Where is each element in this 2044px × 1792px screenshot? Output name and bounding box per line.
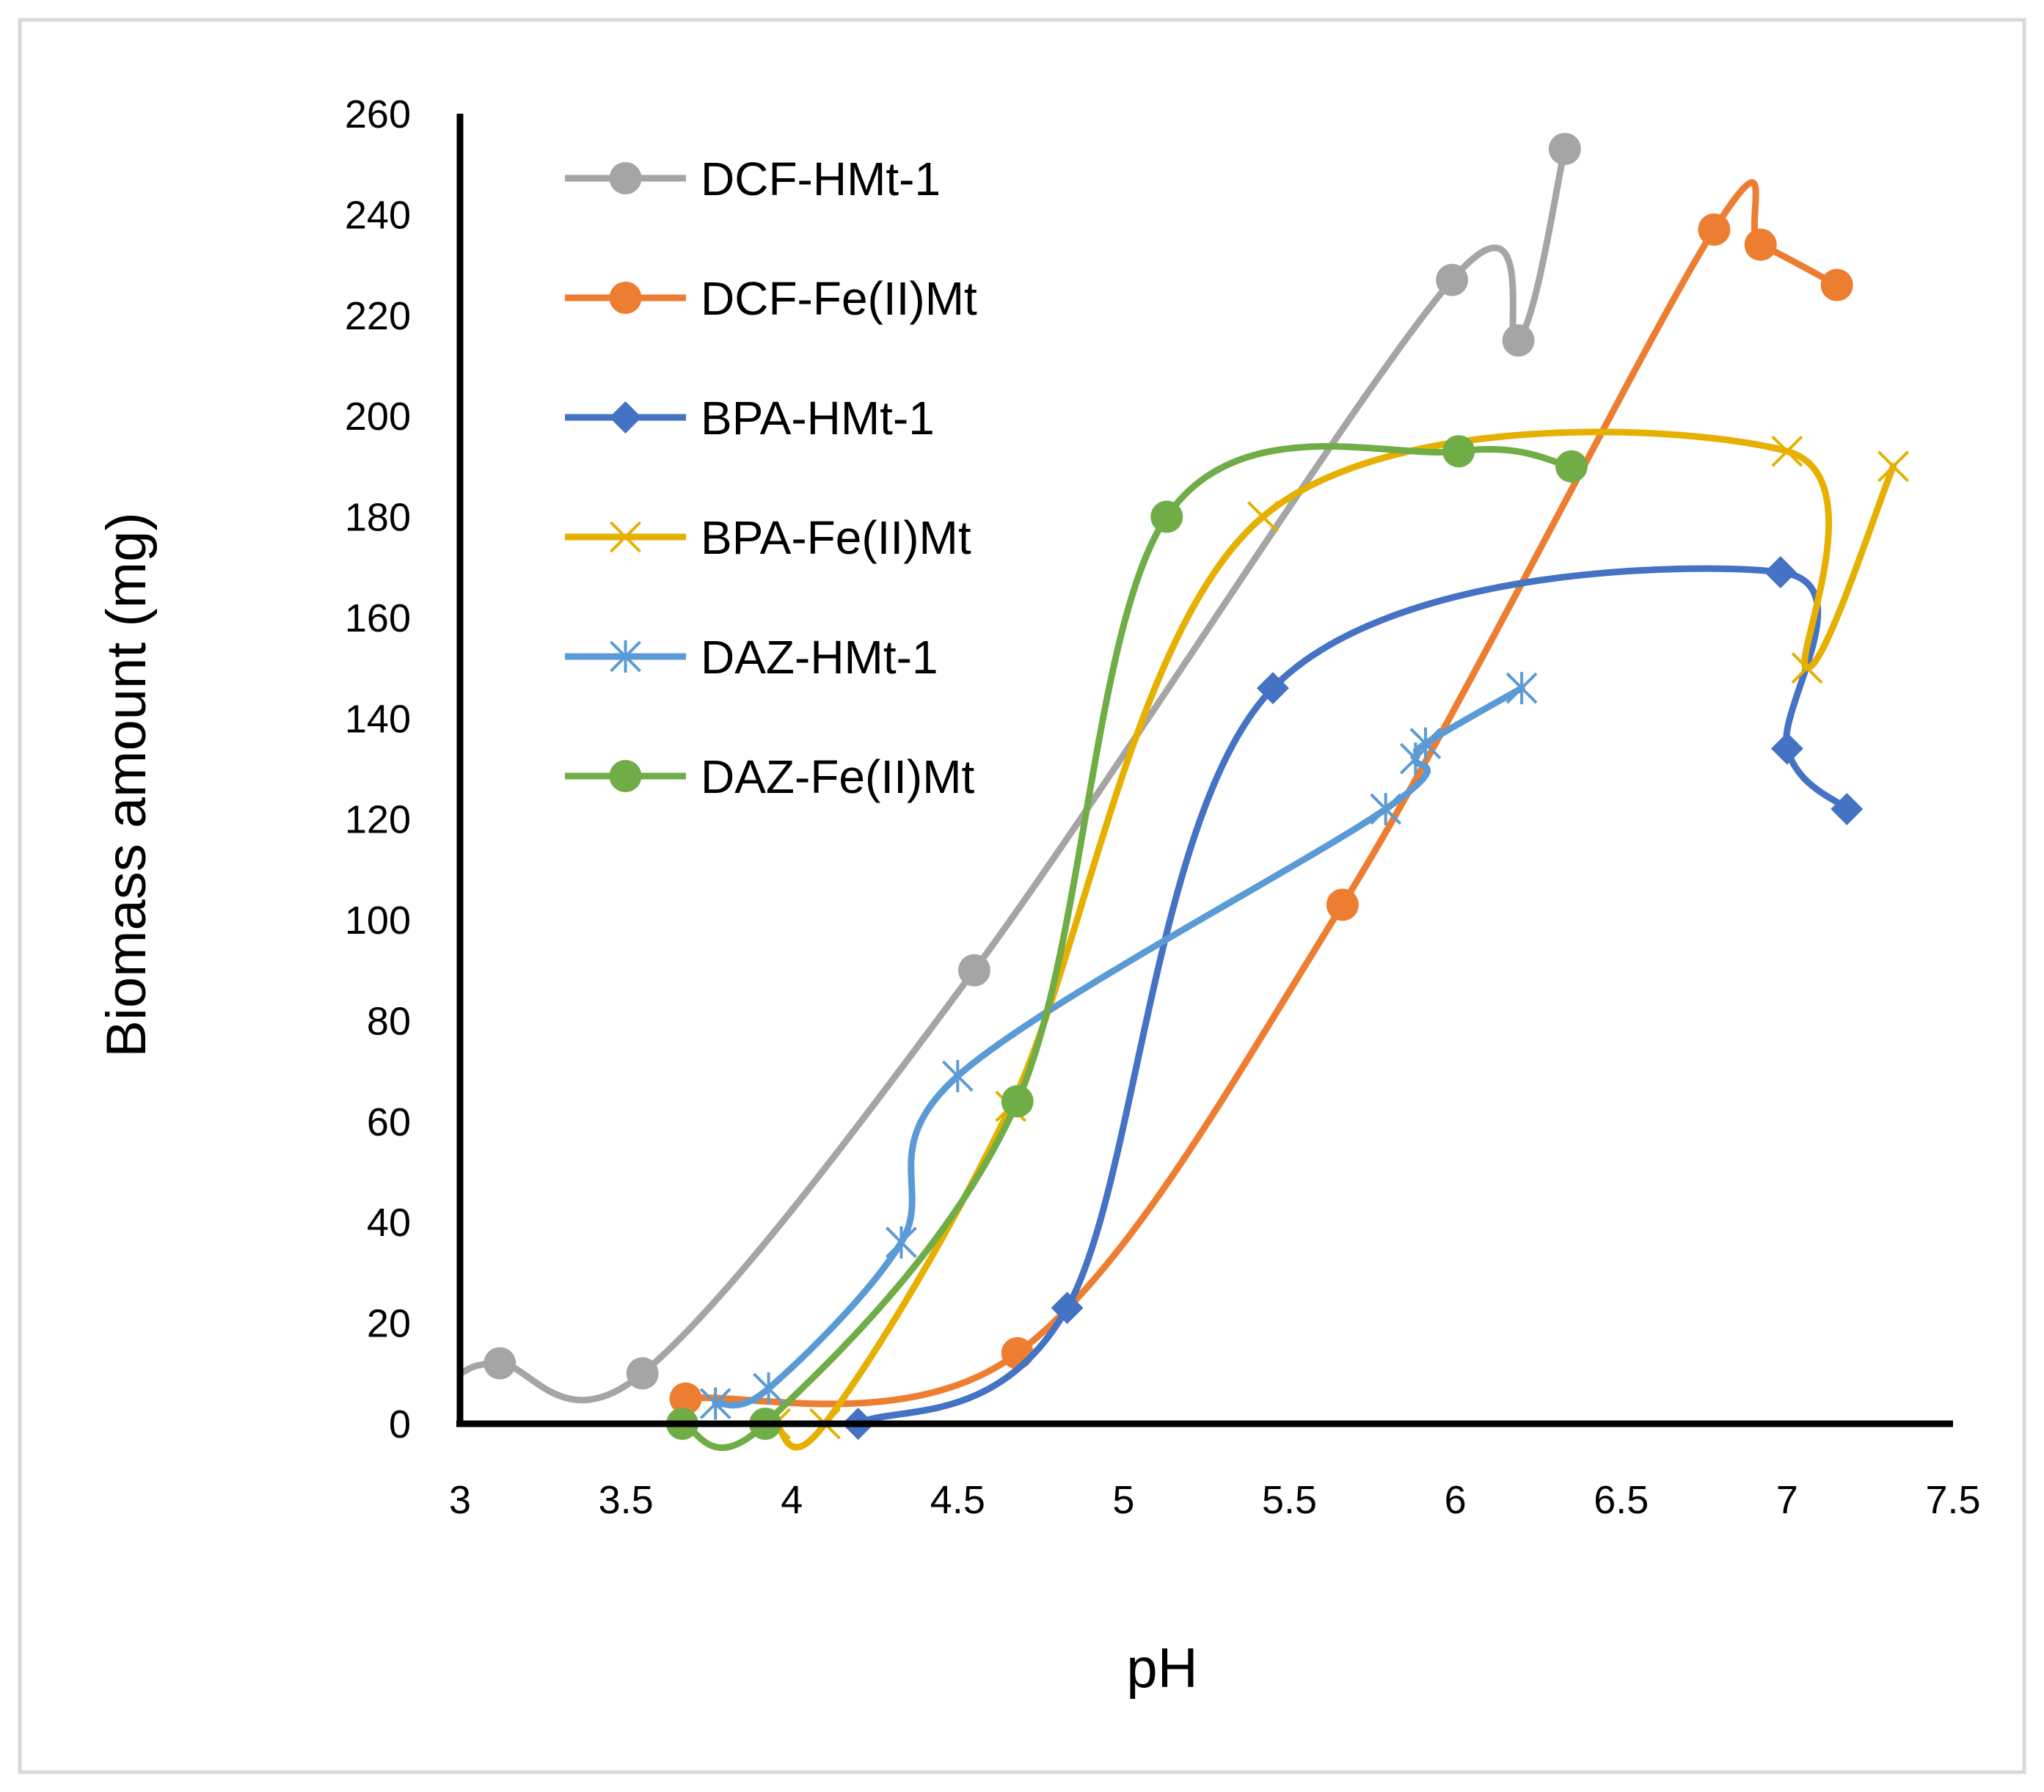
daz-hmt-1-point xyxy=(753,1372,784,1405)
bpa-hmt-1-point xyxy=(1831,792,1864,825)
dcf-hmt-1-point xyxy=(1548,133,1581,166)
y-tick-label: 80 xyxy=(367,999,411,1043)
bpa-hmt-1-point xyxy=(1051,1292,1084,1325)
series-layer xyxy=(456,133,1910,1452)
axes xyxy=(456,114,1953,1427)
daz-hmt-1-point xyxy=(1409,727,1442,760)
chart-frame xyxy=(18,18,2026,1774)
y-tick-label: 120 xyxy=(345,798,411,842)
bpa-fe-ii-mt-point xyxy=(1771,435,1803,467)
legend-item-daz-hmt-1: DAZ-HMt-1 xyxy=(565,631,938,684)
legend-item-bpa-hmt-1: BPA-HMt-1 xyxy=(565,392,935,445)
legend-bpa-hmt-1-point xyxy=(609,401,642,434)
series-dcf-fe-ii-mt xyxy=(669,179,1853,1415)
legend-label: BPA-Fe(II)Mt xyxy=(701,511,971,564)
daz-fe-ii-mt-point xyxy=(1001,1085,1034,1118)
series-daz-hmt-1 xyxy=(699,672,1538,1420)
y-tick-label: 180 xyxy=(345,496,411,540)
y-tick-label: 0 xyxy=(389,1402,411,1447)
y-tick-label: 20 xyxy=(367,1302,411,1346)
daz-hmt-1-point xyxy=(886,1226,917,1259)
series-line-bpa-hmt-1 xyxy=(855,565,1850,1427)
y-tick-label: 220 xyxy=(345,294,411,338)
dcf-fe-ii-mt-point xyxy=(1326,888,1359,921)
x-tick-label: 5 xyxy=(1112,1478,1134,1522)
x-tick-label: 6.5 xyxy=(1594,1478,1649,1522)
daz-hmt-1-point xyxy=(699,1387,731,1420)
bpa-fe-ii-mt-point xyxy=(1877,450,1910,483)
dcf-fe-ii-mt-point xyxy=(1001,1336,1034,1369)
y-tick-label: 160 xyxy=(345,596,411,640)
daz-fe-ii-mt-point xyxy=(1442,435,1475,468)
daz-hmt-1-point xyxy=(1505,672,1538,705)
legend-daz-fe-ii-mt-point xyxy=(609,760,642,792)
x-tick-label: 3 xyxy=(449,1478,471,1522)
y-tick-label: 60 xyxy=(367,1100,411,1144)
x-tick-label: 7 xyxy=(1776,1478,1798,1522)
daz-hmt-1-point xyxy=(1370,792,1402,825)
legend: DCF-HMt-1 DCF-Fe(II)Mt BPA-HMt-1 BPA-Fe(II)… xyxy=(565,153,977,803)
dcf-hmt-1-point xyxy=(483,1347,517,1380)
bpa-hmt-1-point xyxy=(1256,672,1289,705)
dcf-fe-ii-mt-point xyxy=(1820,268,1853,301)
tick-labels: 0 20 40 60 80 100 120 140 160 180 200 220 240 260 3 3.5… xyxy=(345,92,1981,1522)
legend-item-daz-fe-ii-mt: DAZ-Fe(II)Mt xyxy=(565,750,975,803)
bpa-hmt-1-point xyxy=(1764,556,1797,589)
daz-fe-ii-mt-point xyxy=(1555,450,1588,483)
dcf-fe-ii-mt-point xyxy=(1698,213,1731,246)
dcf-fe-ii-mt-point xyxy=(669,1382,702,1415)
y-tick-label: 140 xyxy=(345,697,411,741)
legend-item-bpa-fe-ii-mt: BPA-Fe(II)Mt xyxy=(565,511,971,564)
y-tick-label: 100 xyxy=(345,899,411,943)
x-tick-label: 6 xyxy=(1445,1478,1467,1522)
legend-label: DCF-Fe(II)Mt xyxy=(701,272,977,325)
legend-label: DCF-HMt-1 xyxy=(701,153,941,205)
y-axis-title: Biomass amount (mg) xyxy=(95,512,158,1057)
y-tick-label: 240 xyxy=(345,193,411,237)
legend-dcf-hmt-1-point xyxy=(609,162,642,194)
legend-label: DAZ-Fe(II)Mt xyxy=(701,750,975,803)
x-tick-label: 4 xyxy=(781,1478,803,1522)
dcf-hmt-1-point xyxy=(1436,263,1469,296)
legend-label: BPA-HMt-1 xyxy=(701,392,935,445)
daz-hmt-1-point xyxy=(941,1060,974,1093)
dcf-hmt-1-point xyxy=(626,1357,659,1390)
y-tick-label: 40 xyxy=(367,1201,411,1245)
x-tick-label: 4.5 xyxy=(930,1478,985,1522)
bpa-fe-ii-mt-point xyxy=(1791,652,1823,684)
legend-item-dcf-fe-ii-mt: DCF-Fe(II)Mt xyxy=(565,272,977,325)
x-tick-label: 7.5 xyxy=(1925,1478,1980,1522)
bpa-hmt-1-point xyxy=(1770,732,1803,765)
x-tick-label: 5.5 xyxy=(1262,1478,1317,1522)
series-daz-fe-ii-mt xyxy=(665,435,1588,1452)
x-axis-title: pH xyxy=(1126,1637,1197,1700)
legend-label: DAZ-HMt-1 xyxy=(701,631,938,684)
legend-daz-hmt-1-point xyxy=(610,640,641,673)
y-tick-label: 200 xyxy=(345,395,411,439)
y-tick-label: 260 xyxy=(345,92,411,136)
dcf-hmt-1-point xyxy=(1502,324,1535,357)
series-dcf-hmt-1 xyxy=(456,133,1581,1404)
legend-bpa-fe-ii-mt-point xyxy=(610,521,641,553)
bpa-fe-ii-mt-point xyxy=(1247,501,1279,533)
series-line-dcf-fe-ii-mt xyxy=(682,179,1841,1408)
daz-fe-ii-mt-point xyxy=(1150,500,1183,533)
legend-item-dcf-hmt-1: DCF-HMt-1 xyxy=(565,153,941,205)
legend-dcf-fe-ii-mt-point xyxy=(609,282,642,314)
dcf-hmt-1-point xyxy=(957,954,990,987)
x-tick-label: 3.5 xyxy=(599,1478,654,1522)
dcf-fe-ii-mt-point xyxy=(1744,228,1777,261)
